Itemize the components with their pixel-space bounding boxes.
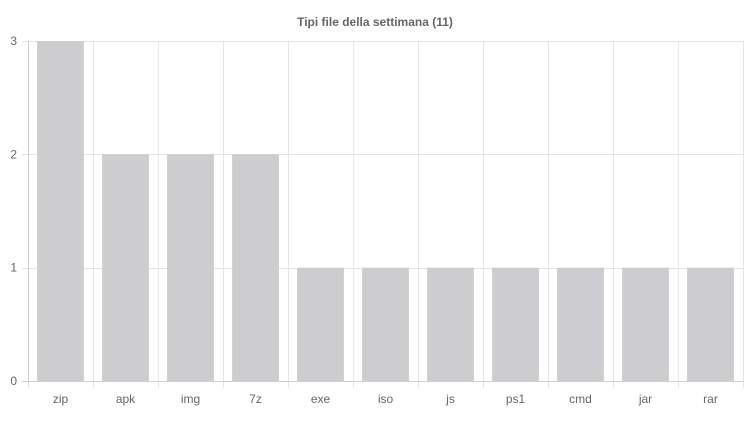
x-tick-label: rar [703, 392, 718, 406]
bar-zip [37, 41, 84, 381]
chart-title: Tipi file della settimana (11) [297, 15, 453, 29]
bar-7z [232, 154, 279, 381]
y-tick-label: 3 [10, 34, 17, 48]
x-tick-label: zip [53, 392, 69, 406]
x-tick-label: apk [116, 392, 136, 406]
bar-cmd [557, 267, 604, 381]
x-tick-label: ps1 [506, 392, 526, 406]
bar-exe [297, 267, 344, 381]
bar-apk [102, 154, 149, 381]
x-tick-label: 7z [249, 392, 262, 406]
axes [22, 41, 743, 382]
x-tick-label: cmd [569, 392, 592, 406]
x-tick-label: img [181, 392, 200, 406]
bar-js [427, 267, 474, 381]
bar-iso [362, 267, 409, 381]
y-axis-ticks: 0 1 2 3 [10, 34, 17, 388]
bar-rar [687, 267, 734, 381]
y-tick-label: 1 [10, 261, 17, 275]
bar-img [167, 154, 214, 381]
y-tick-label: 0 [10, 374, 17, 388]
x-tick-label: jar [638, 392, 652, 406]
x-tick-label: exe [311, 392, 331, 406]
bars [37, 41, 734, 381]
y-tick-label: 2 [10, 147, 17, 161]
x-tick-label: js [445, 392, 455, 406]
bar-ps1 [492, 267, 539, 381]
bar-jar [622, 267, 669, 381]
x-tick-label: iso [378, 392, 394, 406]
x-axis-ticks: zip apk img 7z exe iso js ps1 cmd jar rar [53, 392, 718, 406]
